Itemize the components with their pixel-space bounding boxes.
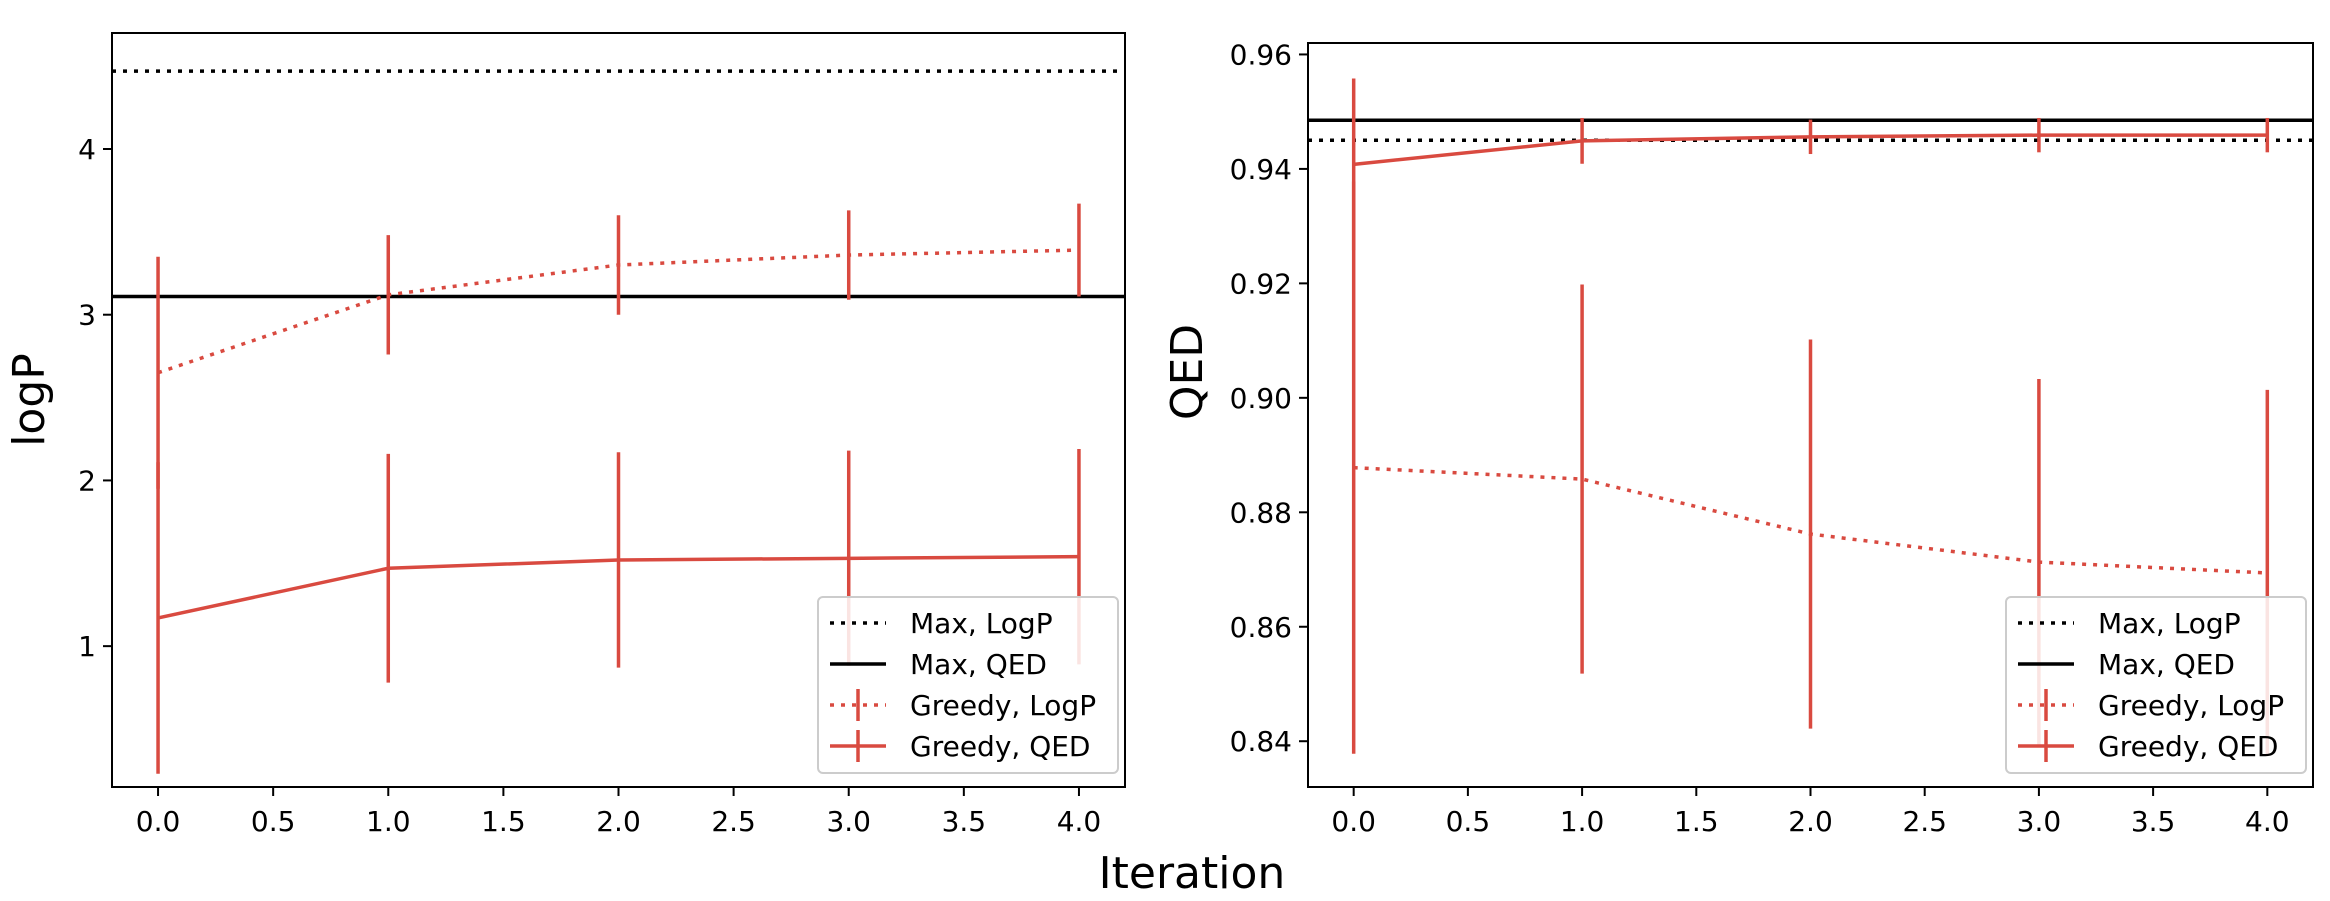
legend-box	[817, 596, 1119, 774]
y-tick-label: 0.96	[1230, 38, 1292, 71]
x-tick-label: 1.5	[1674, 805, 1719, 838]
x-tick-label: 3.5	[2131, 805, 2176, 838]
legend-label: Greedy, LogP	[910, 689, 1096, 722]
y-tick-label: 0.92	[1230, 267, 1292, 300]
x-tick-label: 3.0	[826, 805, 871, 838]
y-axis-label: QED	[1162, 324, 1213, 420]
x-tick-label: 2.0	[596, 805, 641, 838]
y-tick-label: 3	[78, 299, 96, 332]
x-tick-label: 2.5	[1902, 805, 1947, 838]
x-tick-label: 0.5	[1446, 805, 1491, 838]
y-tick-label: 0.94	[1230, 153, 1292, 186]
legend-label: Greedy, QED	[910, 730, 1090, 763]
y-tick-label: 0.90	[1230, 382, 1292, 415]
x-tick-label: 4.0	[2245, 805, 2290, 838]
y-tick-label: 1	[78, 630, 96, 663]
logp-chart: 0.0 0.5 1.0 1.5 2.0 2.5 3.0 3.5 4.0 1 2 3 4 logP Max, …	[4, 32, 1126, 838]
x-tick-label: 2.5	[711, 805, 756, 838]
y-axis-label: logP	[4, 353, 55, 447]
x-tick-label: 0.0	[136, 805, 181, 838]
y-tick-label: 0.86	[1230, 611, 1292, 644]
y-tick-label: 4	[78, 133, 96, 166]
legend-box	[2005, 596, 2307, 774]
legend-label: Max, LogP	[2098, 607, 2241, 640]
x-tick-label: 1.0	[366, 805, 411, 838]
x-tick-label: 4.0	[1057, 805, 1102, 838]
y-tick-label: 2	[78, 464, 96, 497]
legend-label: Greedy, LogP	[2098, 689, 2284, 722]
legend-label: Max, LogP	[910, 607, 1053, 640]
y-tick-label: 0.84	[1230, 725, 1292, 758]
x-tick-label: 2.0	[1788, 805, 1833, 838]
x-tick-label: 0.0	[1331, 805, 1376, 838]
legend-label: Greedy, QED	[2098, 730, 2278, 763]
x-tick-label: 1.0	[1560, 805, 1605, 838]
legend-label: Max, QED	[2098, 648, 2235, 681]
x-tick-label: 3.0	[2017, 805, 2062, 838]
x-tick-label: 1.5	[481, 805, 526, 838]
x-tick-label: 3.5	[942, 805, 987, 838]
x-axis-label: Iteration	[1099, 848, 1286, 899]
legend-label: Max, QED	[910, 648, 1047, 681]
y-tick-label: 0.88	[1230, 496, 1292, 529]
x-tick-label: 0.5	[251, 805, 296, 838]
qed-chart: 0.0 0.5 1.0 1.5 2.0 2.5 3.0 3.5 4.0 0.84 0.86 0.88 0…	[1162, 38, 2314, 838]
